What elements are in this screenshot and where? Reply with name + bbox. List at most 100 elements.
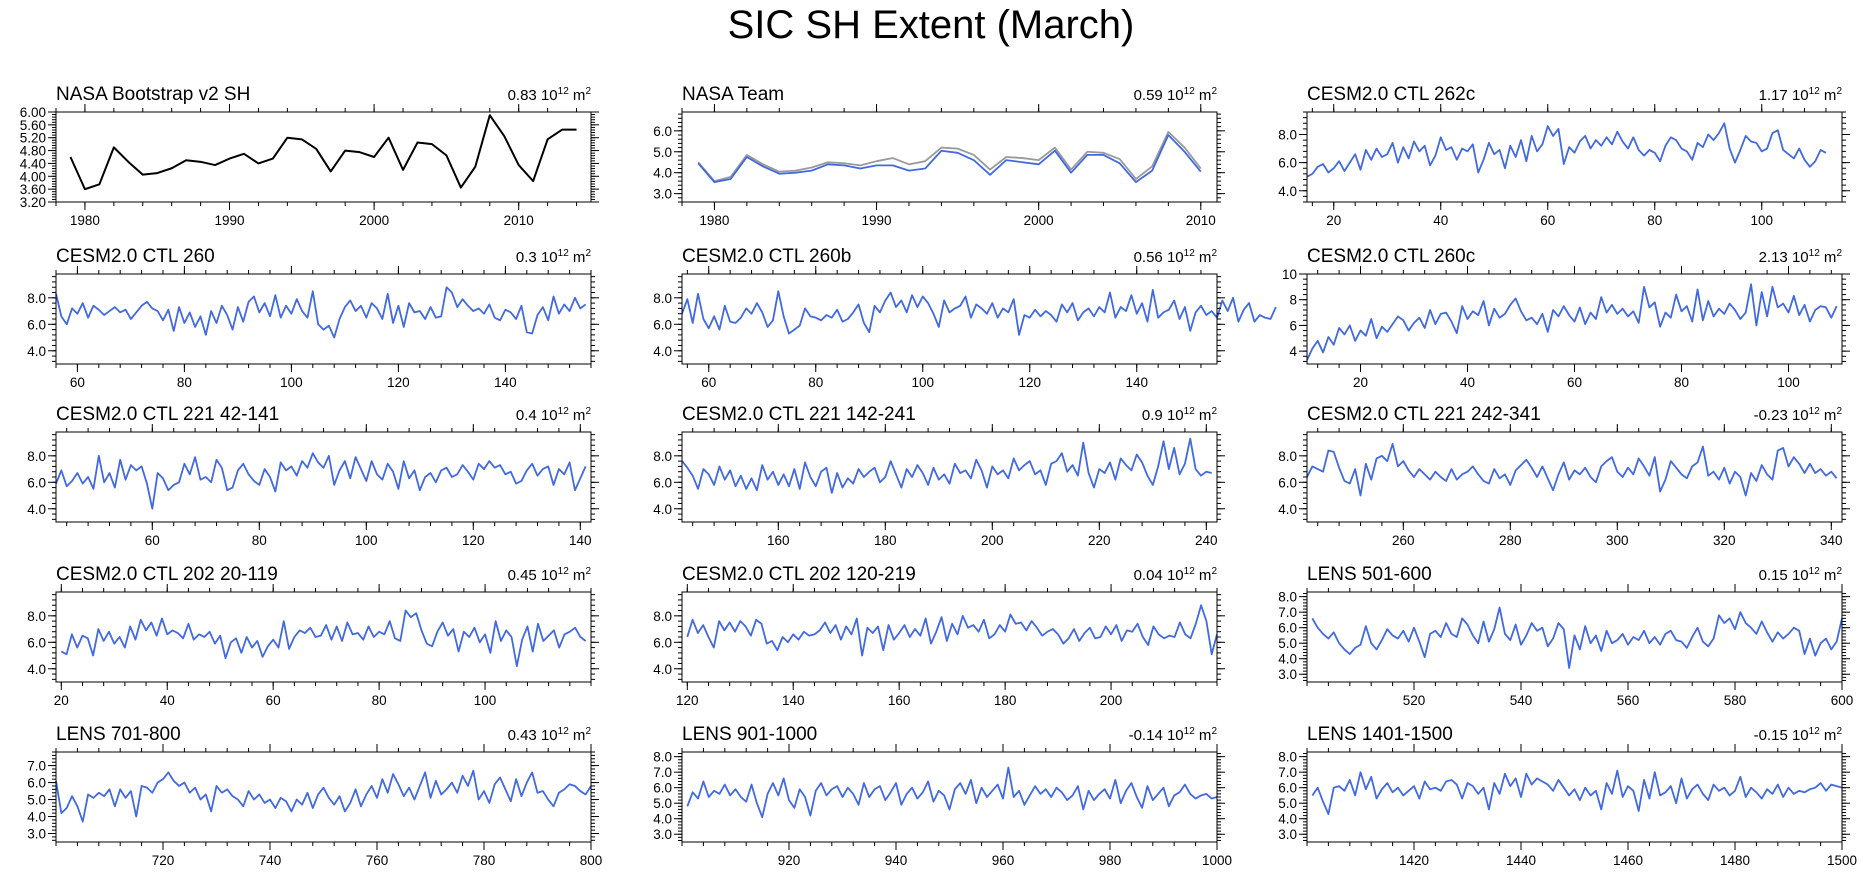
y-tick-label: 6.0 [27,776,46,791]
y-tick-label: 5.60 [20,118,46,133]
trend-trend-exp2: 2 [1836,248,1842,259]
y-tick-label: 5.20 [20,131,46,146]
trend-trend-value: 0.59 [1134,87,1167,104]
y-tick-label: 4.0 [653,812,672,827]
panel-5: CESM2.0 CTL 260b 0.56 1012 m2 60 80 100 120 14… [653,246,1277,390]
trend-trend-exp2: 2 [1211,86,1217,97]
x-tick-label: 100 [280,375,303,390]
y-tick-label: 4.0 [653,662,672,677]
y-tick-label: 4.40 [20,156,46,171]
trend-trend-unit2: m [1195,567,1212,584]
trend-trend-exp2: 2 [585,406,591,417]
series-line-1 [686,604,1218,657]
trend-trend-exp: 12 [1184,406,1196,417]
x-tick-label: 1980 [699,213,729,228]
trend-trend-value: 2.13 [1759,249,1792,266]
trend-trend-unit2: m [1820,567,1837,584]
y-tick-label: 4.0 [1278,812,1297,827]
x-tick-label: 260 [1392,533,1415,548]
x-tick-label: 60 [701,375,716,390]
panel-1: NASA Bootstrap v2 SH 0.83 1012 m2 1980 1990… [20,84,599,228]
y-tick-label: 8.0 [1278,750,1297,765]
y-tick-label: 6.0 [653,124,672,139]
trend-trend-exp2: 2 [1211,566,1217,577]
trend-trend-exp2: 2 [585,566,591,577]
x-tick-label: 20 [1353,375,1368,390]
y-tick-label: 7.0 [653,765,672,780]
y-tick-label: 8.0 [27,609,46,624]
series-line-1 [69,114,577,191]
x-tick-label: 1990 [862,213,892,228]
trend-trend-value: -0.15 [1754,727,1792,744]
trend-label: 0.43 1012 m2 [508,726,592,744]
plot-frame [681,111,1218,203]
x-tick-label: 40 [160,693,175,708]
series-line-1 [60,609,587,668]
y-tick-label: 6 [1289,318,1297,333]
x-tick-label: 80 [252,533,267,548]
y-tick-label: 5.0 [27,793,46,808]
trend-trend-exp2: 2 [585,86,591,97]
y-tick-label: 4.00 [20,169,46,184]
trend-trend-exp: 12 [1184,566,1196,577]
y-tick-label: 7.0 [1278,765,1297,780]
trend-trend-exp2: 2 [1836,726,1842,737]
y-tick-label: 6.0 [27,635,46,650]
panel-2: NASA Team 0.59 1012 m2 1980 1990 2000 2010 3.0… [653,84,1225,228]
trend-label: 1.17 1012 m2 [1759,86,1843,104]
x-tick-label: 20 [1326,213,1341,228]
x-tick-label: 2010 [1186,213,1216,228]
x-tick-label: 780 [473,853,496,868]
trend-trend-unit2: m [1820,407,1837,424]
x-tick-label: 960 [992,853,1015,868]
trend-trend-exp2: 2 [1211,248,1217,259]
trend-trend-exp2: 2 [1211,406,1217,417]
panel-4: CESM2.0 CTL 260 0.3 1012 m2 60 80 100 120 140 4… [27,246,599,390]
trend-trend-unit: 10 [541,727,558,744]
x-tick-label: 100 [474,693,497,708]
x-tick-label: 80 [177,375,192,390]
plot-frame [1306,273,1843,365]
series-line-1 [1306,122,1827,178]
x-tick-label: 20 [54,693,69,708]
x-tick-label: 940 [885,853,908,868]
trend-trend-exp: 12 [1184,726,1196,737]
y-tick-label: 5.0 [653,145,672,160]
plot-frame [681,431,1218,523]
x-tick-label: 60 [1567,375,1582,390]
trend-trend-unit2: m [1195,87,1212,104]
x-tick-label: 1480 [1720,853,1750,868]
trend-trend-unit2: m [1195,407,1212,424]
plot-frame [681,273,1218,365]
trend-trend-unit: 10 [541,87,558,104]
panel-9: CESM2.0 CTL 221 242-341 -0.23 1012 m2 260 2… [1278,404,1850,548]
x-tick-label: 580 [1724,693,1747,708]
y-tick-label: 6.0 [1278,156,1297,171]
x-tick-label: 140 [494,375,517,390]
trend-trend-unit2: m [1820,87,1837,104]
panel-title: LENS 1401-1500 [1307,724,1453,745]
trend-trend-exp: 12 [1809,86,1821,97]
panel-12: LENS 501-600 0.15 1012 m2 520 540 560 580 600 3… [1278,564,1853,708]
y-tick-label: 4.80 [20,144,46,159]
x-tick-label: 220 [1088,533,1111,548]
y-tick-label: 4 [1289,344,1297,359]
x-tick-label: 160 [767,533,790,548]
trend-trend-exp: 12 [1809,566,1821,577]
x-tick-label: 560 [1617,693,1640,708]
trend-trend-exp: 12 [558,248,570,259]
trend-trend-exp: 12 [1809,726,1821,737]
trend-trend-unit2: m [569,407,586,424]
y-tick-label: 6.00 [20,105,46,120]
x-tick-label: 80 [372,693,387,708]
x-tick-label: 100 [355,533,378,548]
y-tick-label: 6.0 [653,317,672,332]
x-tick-label: 40 [1433,213,1448,228]
y-tick-label: 7.0 [27,759,46,774]
y-tick-label: 3.0 [653,187,672,202]
series-line-1 [1306,443,1838,497]
y-tick-label: 6.0 [27,317,46,332]
panel-3: CESM2.0 CTL 262c 1.17 1012 m2 20 40 60 80 100 4… [1278,84,1850,228]
x-tick-label: 340 [1820,533,1843,548]
trend-trend-exp2: 2 [585,248,591,259]
